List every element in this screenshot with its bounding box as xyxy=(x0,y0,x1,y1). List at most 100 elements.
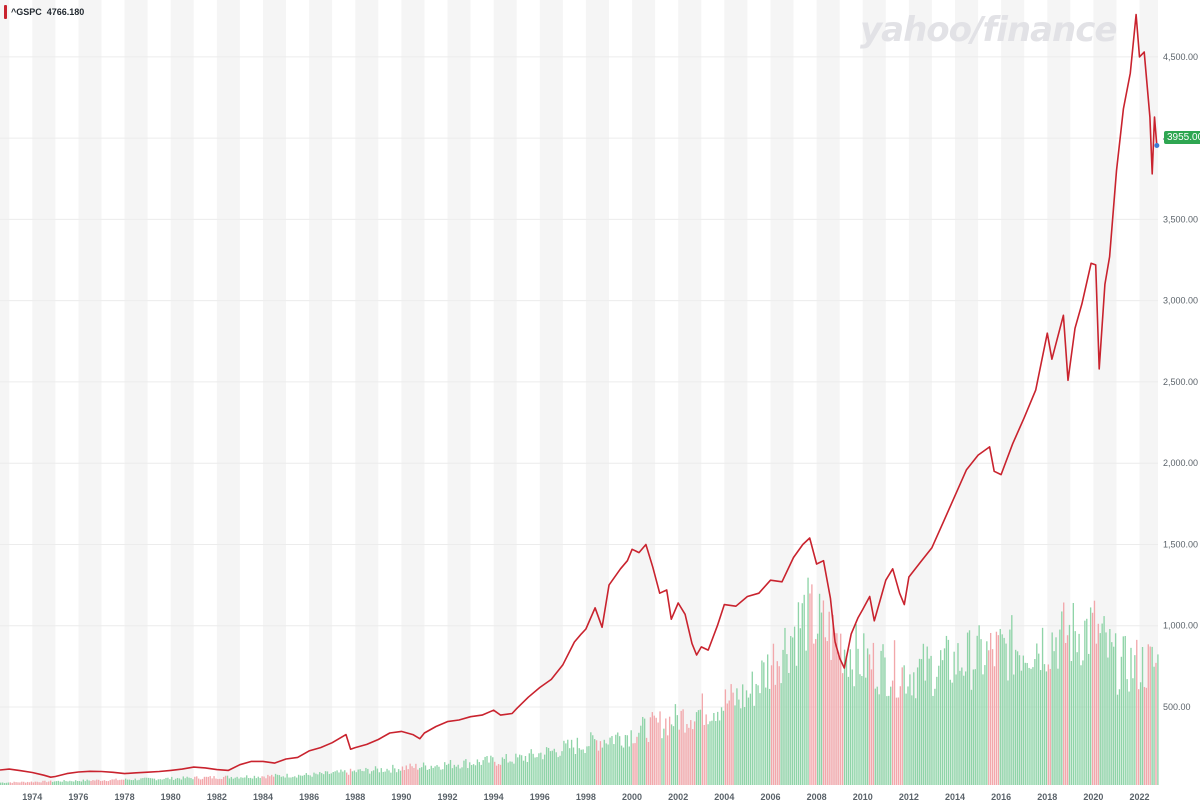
volume-bar xyxy=(7,782,10,785)
volume-bar xyxy=(136,780,138,785)
volume-bar xyxy=(286,773,288,785)
volume-bar xyxy=(961,667,963,785)
volume-bar xyxy=(465,759,467,785)
volume-bar xyxy=(1039,670,1042,785)
volume-bar xyxy=(238,778,240,785)
volume-bar xyxy=(334,771,336,785)
volume-bar xyxy=(578,748,580,785)
volume-bar xyxy=(351,771,354,785)
volume-bar xyxy=(119,779,121,785)
volume-bar xyxy=(955,674,957,785)
volume-bar xyxy=(876,686,878,785)
volume-bar xyxy=(791,637,794,785)
yahoo-finance-logo: yahoo/finance xyxy=(860,10,1117,50)
volume-bar xyxy=(734,705,736,785)
volume-bar xyxy=(1068,624,1071,785)
volume-bar xyxy=(34,781,36,785)
volume-bar xyxy=(1088,653,1090,785)
volume-bar xyxy=(182,776,184,785)
volume-bar xyxy=(363,771,365,785)
volume-bar xyxy=(332,771,334,785)
volume-bar xyxy=(359,769,361,785)
volume-bar xyxy=(1016,651,1019,785)
volume-bar xyxy=(551,750,554,785)
volume-bar xyxy=(895,697,898,785)
volume-bar xyxy=(863,633,865,785)
volume-bar xyxy=(1107,657,1109,785)
volume-bar xyxy=(96,779,98,785)
volume-bar xyxy=(599,741,602,785)
volume-bar xyxy=(380,768,382,785)
volume-bar xyxy=(417,769,419,785)
volume-bar xyxy=(1153,666,1155,785)
volume-bar xyxy=(180,779,183,785)
x-tick-label: 1988 xyxy=(345,792,365,802)
volume-bar xyxy=(1128,691,1130,785)
volume-bar xyxy=(292,776,294,785)
volume-bar xyxy=(813,643,815,785)
volume-bar xyxy=(957,643,959,785)
volume-bar xyxy=(315,773,317,785)
volume-bar xyxy=(5,782,8,785)
year-band xyxy=(770,0,794,785)
volume-bar xyxy=(982,674,984,785)
volume-bar xyxy=(988,650,990,785)
volume-bar xyxy=(688,727,690,785)
volume-bar xyxy=(1013,674,1015,785)
volume-bar xyxy=(207,776,209,785)
volume-bar xyxy=(1038,653,1040,785)
volume-bar xyxy=(424,765,427,785)
volume-bar xyxy=(407,769,409,785)
volume-bar xyxy=(526,761,529,785)
volume-bar xyxy=(561,751,563,785)
price-line[interactable] xyxy=(0,13,1158,778)
x-tick-label: 2006 xyxy=(760,792,780,802)
y-tick-label: 3,000.00 xyxy=(1163,296,1198,306)
volume-bar xyxy=(851,669,853,785)
volume-bar xyxy=(774,684,777,785)
volume-bar xyxy=(707,724,709,785)
volume-bar xyxy=(601,747,604,785)
volume-bar xyxy=(1047,664,1050,785)
volume-bar xyxy=(294,776,296,785)
volume-bar xyxy=(1045,671,1048,785)
volume-bar xyxy=(378,772,381,785)
volume-bar xyxy=(321,773,323,785)
volume-bar xyxy=(991,649,994,785)
volume-bar xyxy=(276,774,279,785)
volume-bar xyxy=(265,778,267,785)
y-gridlines xyxy=(0,56,1158,708)
volume-bar xyxy=(713,713,715,785)
volume-bar xyxy=(165,777,167,785)
volume-bar xyxy=(593,739,596,785)
volume-bar xyxy=(724,689,727,785)
volume-bar xyxy=(659,711,661,785)
volume-bar xyxy=(615,734,617,785)
volume-bar xyxy=(772,643,775,785)
volume-bar xyxy=(786,654,788,785)
year-band xyxy=(262,0,287,785)
volume-bar xyxy=(634,743,636,785)
volume-bar xyxy=(1103,616,1105,785)
volume-bar xyxy=(534,757,536,785)
volume-bar xyxy=(820,612,823,785)
x-tick-label: 1996 xyxy=(530,792,550,802)
volume-bar xyxy=(622,747,625,785)
volume-bar xyxy=(803,594,805,785)
volume-bar xyxy=(520,755,523,785)
x-tick-label: 2014 xyxy=(945,792,965,802)
volume-bar xyxy=(838,652,840,785)
x-tick-label: 1990 xyxy=(391,792,411,802)
volume-bar xyxy=(17,782,19,785)
legend[interactable]: ^GSPC 4766.180 xyxy=(4,5,84,19)
volume-bar xyxy=(586,746,588,785)
volume-bar xyxy=(399,770,402,785)
year-band xyxy=(1001,0,1025,785)
volume-bar xyxy=(968,630,971,785)
last-price-marker xyxy=(1154,142,1160,148)
volume-bar xyxy=(376,768,379,785)
volume-bar xyxy=(40,782,42,785)
year-band xyxy=(816,0,840,785)
year-band xyxy=(0,0,10,785)
